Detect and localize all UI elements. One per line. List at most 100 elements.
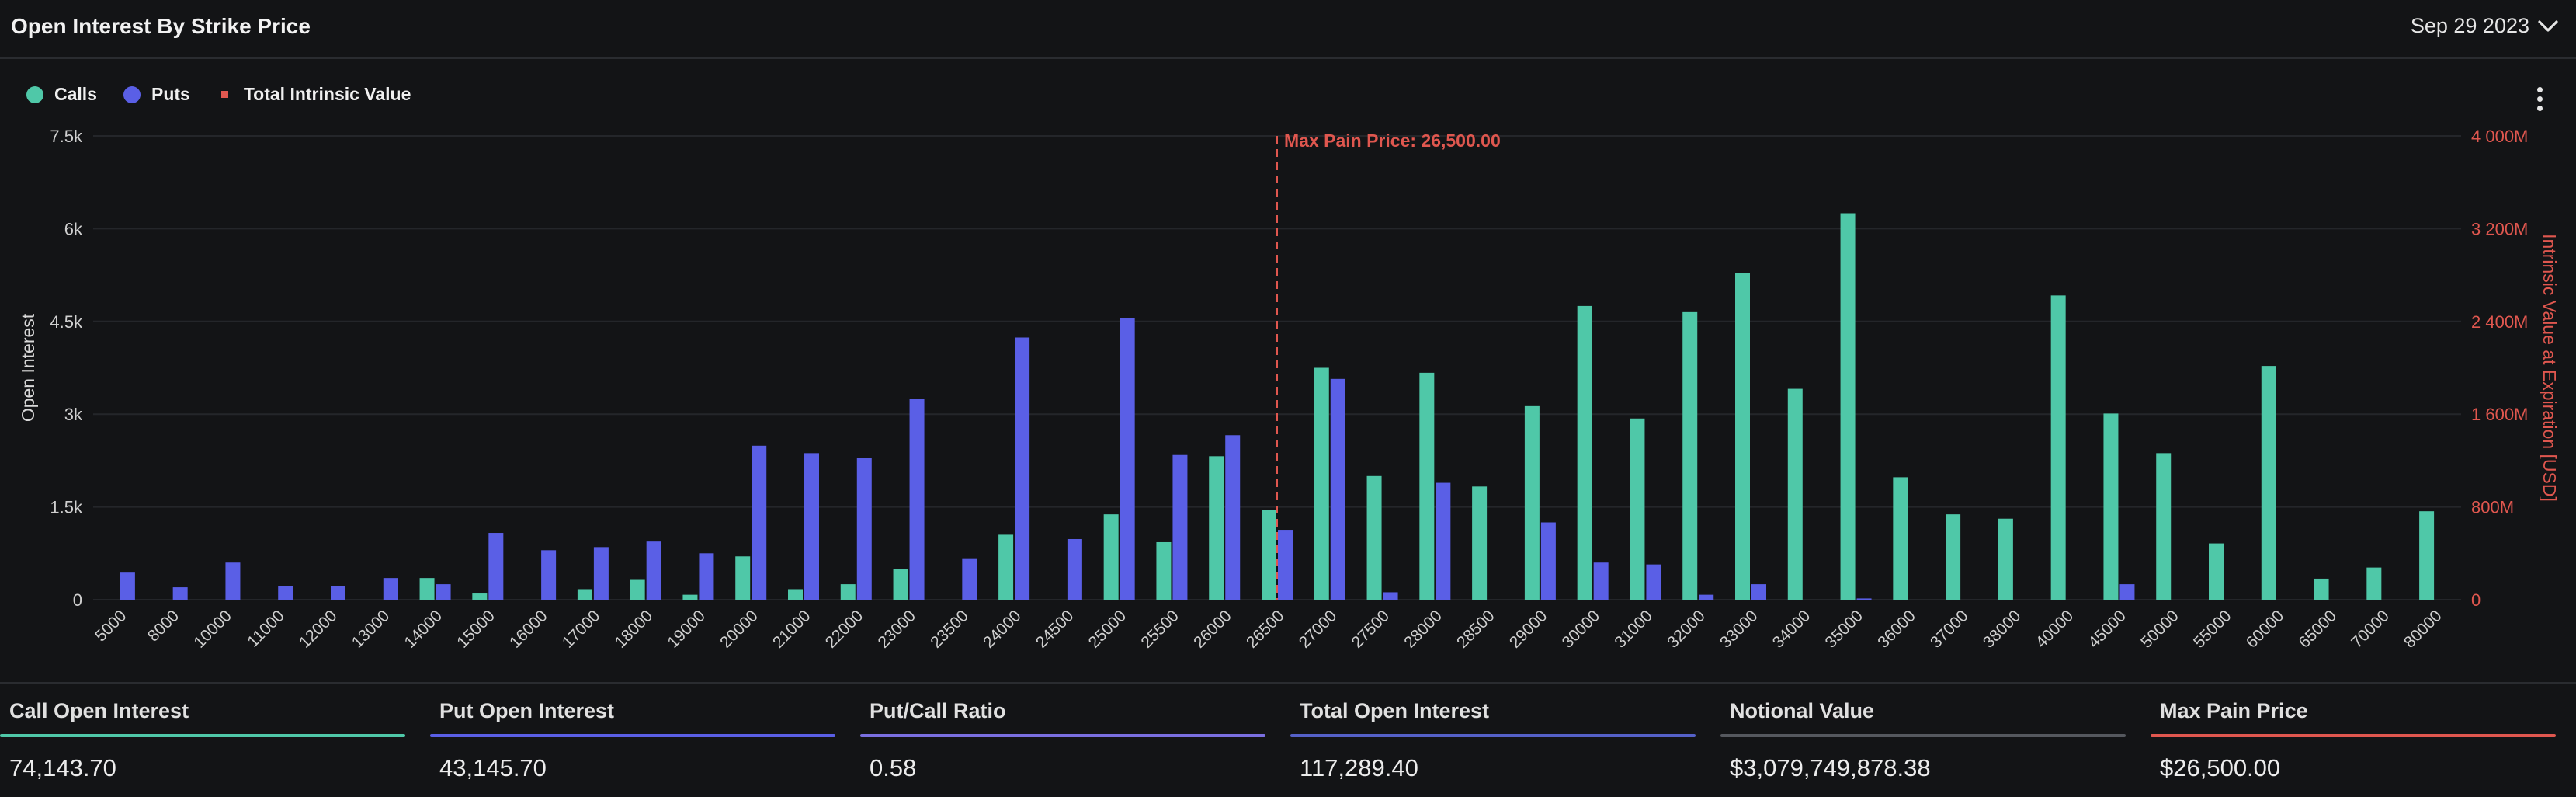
puts-bar: [752, 445, 767, 600]
calls-bar: [2261, 366, 2276, 600]
calls-bar: [1103, 514, 1119, 600]
y-tick-label: 1.5k: [50, 498, 83, 517]
summary-stats-bar: Call Open Interest 74,143.70 Put Open In…: [0, 682, 2576, 797]
x-tick-label: 24000: [980, 607, 1025, 652]
calls-bar: [2103, 413, 2119, 600]
stat-label: Total Open Interest: [1300, 699, 1490, 722]
legend-item-intrinsic-value[interactable]: Total Intrinsic Value: [217, 84, 411, 105]
legend-label-calls: Calls: [54, 84, 97, 104]
x-tick-label: 25500: [1137, 607, 1182, 652]
calls-bar: [577, 589, 592, 600]
calls-bar: [630, 579, 645, 600]
puts-bar: [1015, 337, 1030, 600]
x-tick-label: 34000: [1769, 607, 1814, 652]
y-tick-label: 7.5k: [50, 127, 83, 146]
stat-label: Put Open Interest: [439, 699, 615, 722]
calls-bar: [2050, 295, 2066, 600]
intrinsic-value-legend-marker: [220, 91, 228, 98]
stat-underline: [1720, 734, 2126, 737]
puts-bar: [909, 398, 925, 600]
puts-bar: [1699, 594, 1714, 600]
legend-label-intrinsic-value: Total Intrinsic Value: [243, 84, 411, 104]
x-tick-label: 28000: [1401, 607, 1446, 652]
puts-bar: [646, 541, 661, 600]
y-axis-title: Open Interest: [18, 313, 38, 422]
x-tick-label: 27000: [1296, 607, 1341, 652]
calls-bar: [472, 593, 488, 600]
x-tick-label: 14000: [401, 607, 446, 652]
y-tick-label: 0: [73, 590, 82, 610]
stat-value: 43,145.70: [439, 754, 547, 781]
x-tick-label: 26000: [1190, 607, 1235, 652]
puts-bar: [541, 550, 557, 600]
x-tick-label: 38000: [1980, 607, 2025, 652]
x-tick-label: 12000: [296, 607, 341, 652]
calls-bar: [1946, 514, 1961, 600]
stat-underline: [1290, 734, 1696, 737]
puts-bar: [120, 572, 135, 600]
calls-bar: [893, 569, 908, 600]
chart-header: Open Interest By Strike Price Sep 29 202…: [0, 0, 2576, 59]
y2-axis-title: Intrinsic Value at Expiration [USD]: [2540, 234, 2560, 502]
puts-bar: [962, 558, 977, 600]
stat-value: $26,500.00: [2160, 754, 2281, 781]
puts-bar: [1278, 530, 1293, 600]
puts-bar: [1856, 598, 1872, 600]
stat-value: 74,143.70: [9, 754, 116, 781]
page-title: Open Interest By Strike Price: [11, 14, 311, 38]
x-tick-label: 13000: [349, 607, 394, 652]
x-tick-label: 36000: [1874, 607, 1919, 652]
x-tick-label: 23500: [927, 607, 972, 652]
puts-legend-marker: [123, 85, 141, 103]
y2-tick-label: 3 200M: [2471, 219, 2528, 238]
stat-value: 117,289.40: [1300, 754, 1418, 781]
puts-bar: [856, 458, 872, 600]
calls-bar: [1840, 213, 1856, 600]
calls-bar: [1262, 510, 1276, 600]
puts-bar: [1330, 378, 1345, 600]
calls-bar: [1893, 477, 1908, 600]
max-pain-label: Max Pain Price: 26,500.00: [1284, 131, 1501, 151]
puts-bar: [1751, 584, 1766, 600]
y2-tick-label: 1 600M: [2471, 405, 2528, 424]
x-tick-label: 29000: [1506, 607, 1551, 652]
more-options-icon[interactable]: [2534, 87, 2545, 115]
x-tick-label: 18000: [612, 607, 657, 652]
x-tick-label: 33000: [1717, 607, 1762, 652]
stat-call-open-interest: Call Open Interest 74,143.70: [0, 699, 405, 782]
x-tick-label: 19000: [664, 607, 709, 652]
legend-item-puts[interactable]: Puts: [123, 84, 190, 105]
calls-legend-marker: [26, 85, 43, 103]
x-tick-label: 80000: [2401, 607, 2446, 652]
y2-tick-label: 2 400M: [2471, 312, 2528, 332]
calls-bar: [788, 589, 803, 600]
calls-bar: [682, 594, 698, 600]
puts-bar: [1646, 564, 1661, 600]
legend-item-calls[interactable]: Calls: [26, 84, 97, 105]
x-tick-label: 65000: [2296, 607, 2341, 652]
calls-bar: [2419, 511, 2435, 600]
calls-bar: [1735, 273, 1750, 600]
x-tick-label: 22000: [822, 607, 867, 652]
x-tick-label: 11000: [244, 607, 287, 650]
x-tick-label: 16000: [506, 607, 551, 652]
x-tick-label: 55000: [2190, 607, 2235, 652]
stat-value: $3,079,749,878.38: [1730, 754, 1931, 781]
x-tick-label: 28500: [1453, 607, 1498, 652]
puts-bar: [278, 586, 293, 600]
calls-bar: [840, 584, 856, 600]
calls-bar: [1577, 305, 1592, 600]
stat-label: Notional Value: [1730, 699, 1875, 722]
y2-tick-label: 4 000M: [2471, 127, 2528, 146]
calls-bar: [1998, 518, 2013, 600]
stat-total-open-interest: Total Open Interest 117,289.40: [1290, 699, 1696, 782]
calls-bar: [1630, 418, 1645, 600]
puts-bar: [2119, 584, 2135, 600]
y-tick-label: 3k: [64, 405, 83, 424]
stat-underline: [2151, 734, 2556, 737]
stat-label: Call Open Interest: [9, 699, 189, 722]
expiry-date-dropdown[interactable]: Sep 29 2023: [2411, 14, 2559, 38]
puts-bar: [225, 562, 241, 600]
y-tick-label: 6k: [64, 219, 83, 238]
x-tick-label: 40000: [2033, 607, 2078, 652]
